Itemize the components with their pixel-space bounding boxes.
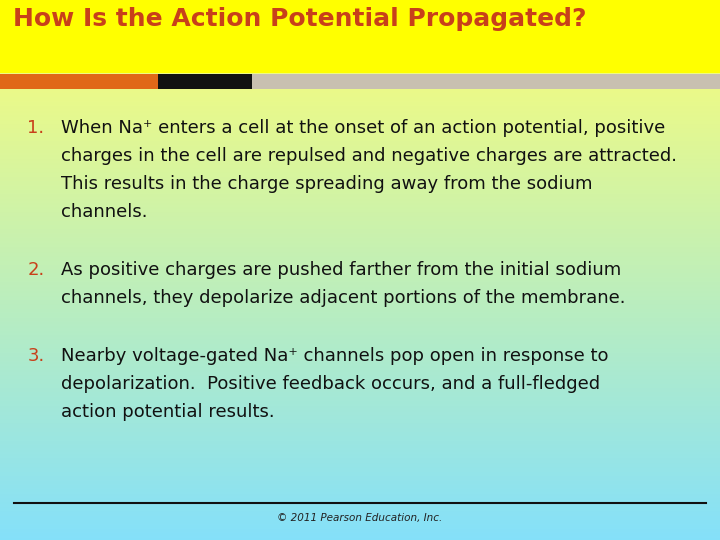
Text: channels.: channels.	[61, 203, 148, 221]
Text: depolarization.  Positive feedback occurs, and a full-fledged: depolarization. Positive feedback occurs…	[61, 375, 600, 393]
Text: How Is the Action Potential Propagated?: How Is the Action Potential Propagated?	[13, 7, 587, 31]
Text: 2.: 2.	[27, 261, 45, 279]
Text: This results in the charge spreading away from the sodium: This results in the charge spreading awa…	[61, 175, 593, 193]
Text: 1.: 1.	[27, 119, 45, 137]
Text: charges in the cell are repulsed and negative charges are attracted.: charges in the cell are repulsed and neg…	[61, 147, 678, 165]
Text: channels, they depolarize adjacent portions of the membrane.: channels, they depolarize adjacent porti…	[61, 289, 626, 307]
Text: As positive charges are pushed farther from the initial sodium: As positive charges are pushed farther f…	[61, 261, 621, 279]
Bar	[158, 74, 252, 89]
Bar	[252, 74, 720, 89]
Bar	[0, 0, 720, 73]
Text: When Na⁺ enters a cell at the onset of an action potential, positive: When Na⁺ enters a cell at the onset of a…	[61, 119, 665, 137]
Text: 3.: 3.	[27, 347, 45, 364]
Text: action potential results.: action potential results.	[61, 403, 275, 421]
Text: Nearby voltage-gated Na⁺ channels pop open in response to: Nearby voltage-gated Na⁺ channels pop op…	[61, 347, 608, 364]
Bar	[0, 74, 158, 89]
Text: © 2011 Pearson Education, Inc.: © 2011 Pearson Education, Inc.	[277, 514, 443, 523]
